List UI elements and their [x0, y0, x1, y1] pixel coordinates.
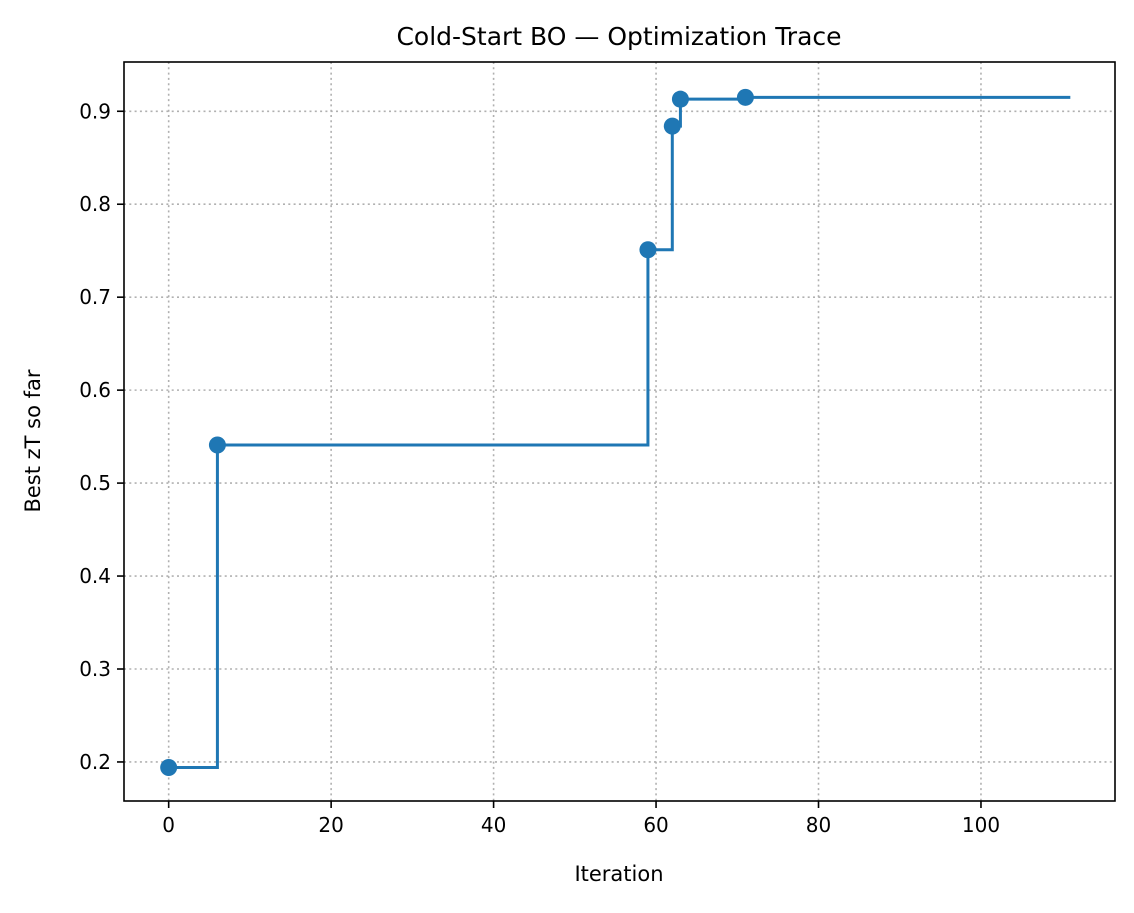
- data-point-marker: [671, 90, 689, 108]
- x-tick-label: 0: [162, 813, 175, 837]
- marker-layer: [160, 88, 754, 777]
- data-point-marker: [663, 117, 681, 135]
- x-tick-label: 80: [806, 813, 831, 837]
- plot-frame: [123, 61, 1116, 802]
- y-tick-label: 0.3: [79, 657, 111, 681]
- y-tick-label: 0.7: [79, 285, 111, 309]
- grid-layer: [124, 62, 1115, 801]
- y-tick-label: 0.9: [79, 99, 111, 123]
- x-axis-label: Iteration: [574, 862, 663, 886]
- y-tick-label: 0.2: [79, 750, 111, 774]
- x-tick-label: 40: [481, 813, 506, 837]
- y-tick-label: 0.8: [79, 192, 111, 216]
- chart-title: Cold-Start BO — Optimization Trace: [396, 22, 841, 51]
- data-point-marker: [160, 759, 178, 777]
- y-axis-label: Best zT so far: [21, 369, 45, 512]
- x-tick-label: 100: [962, 813, 1000, 837]
- x-tick-label: 20: [318, 813, 343, 837]
- tick-layer: 0 20 40 60 80 100 0.2 0.3 0.4 0.5 0.6 0.7 0.8 0.9: [79, 99, 1000, 837]
- x-tick-label: 60: [643, 813, 668, 837]
- y-tick-label: 0.5: [79, 471, 111, 495]
- y-tick-label: 0.4: [79, 564, 111, 588]
- y-tick-label: 0.6: [79, 378, 111, 402]
- data-point-marker: [736, 88, 754, 106]
- data-point-marker: [639, 241, 657, 259]
- data-point-marker: [208, 436, 226, 454]
